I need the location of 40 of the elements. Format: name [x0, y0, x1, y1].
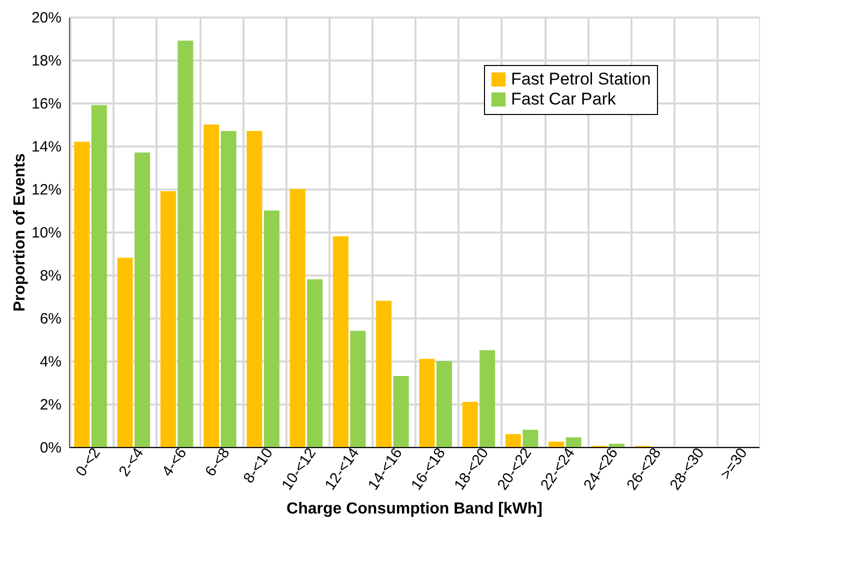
- bar: [264, 210, 280, 447]
- y-axis-title: Proportion of Events: [11, 153, 28, 312]
- bar: [462, 402, 478, 447]
- bar: [505, 434, 521, 447]
- y-tick-label: 16%: [31, 96, 62, 112]
- y-tick-label: 4%: [40, 354, 62, 370]
- y-tick-label: 12%: [31, 182, 62, 198]
- bar: [608, 444, 624, 447]
- bar: [91, 105, 107, 447]
- bar: [117, 258, 133, 447]
- bar: [522, 430, 538, 447]
- y-tick-label: 10%: [31, 224, 62, 242]
- y-tick-label: 20%: [31, 10, 62, 26]
- bar: [307, 279, 323, 447]
- y-tick-label: 6%: [40, 310, 62, 328]
- bar: [204, 124, 220, 447]
- bar: [74, 142, 90, 447]
- bar: [332, 236, 348, 447]
- x-axis-title: Charge Consumption Band [kWh]: [286, 500, 542, 518]
- bar: [376, 300, 392, 447]
- bar: [436, 361, 452, 447]
- bar: [350, 330, 366, 447]
- y-tick-label: 18%: [31, 52, 62, 70]
- bar: [220, 130, 236, 447]
- bar: [548, 442, 564, 447]
- bar: [419, 358, 435, 447]
- bar: [246, 130, 262, 447]
- bar: [393, 376, 409, 447]
- y-tick-label: 2%: [40, 396, 62, 414]
- bar: [566, 437, 582, 447]
- bar: [160, 191, 176, 447]
- bar: [134, 152, 150, 447]
- legend-label: Fast Car Park: [511, 90, 616, 108]
- y-tick-label: 0%: [40, 440, 62, 456]
- bar: [480, 350, 496, 447]
- bar: [290, 189, 306, 447]
- legend-label: Fast Petrol Station: [511, 70, 651, 88]
- y-tick-label: 14%: [31, 138, 62, 156]
- bar: [178, 40, 194, 447]
- y-tick-label: 8%: [40, 268, 62, 284]
